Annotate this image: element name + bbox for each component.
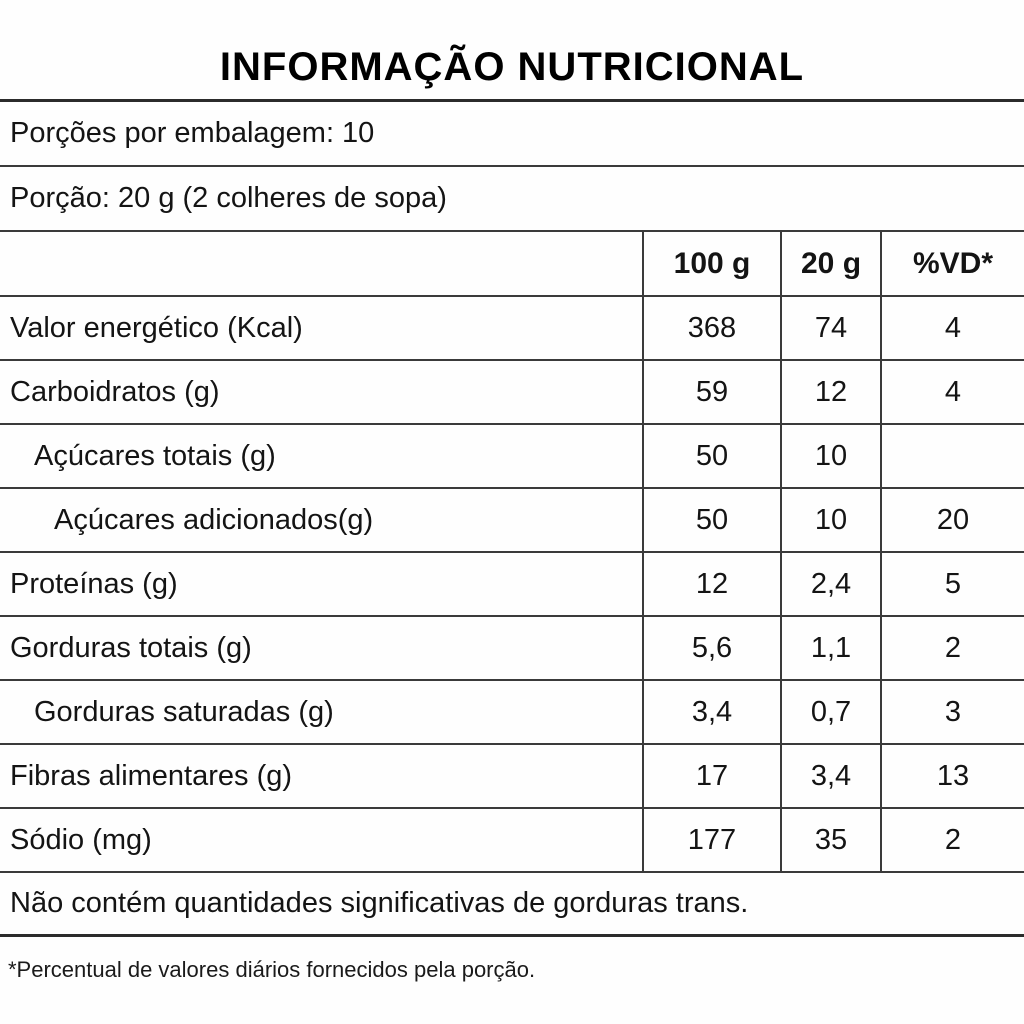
nutrient-label: Gorduras totais (g)	[10, 631, 252, 664]
serving-size: Porção: 20 g (2 colheres de sopa)	[0, 167, 1024, 232]
value-20g: 35	[780, 809, 880, 871]
value-vd: 2	[880, 617, 1024, 679]
value-100g: 50	[642, 425, 780, 487]
value-20g: 3,4	[780, 745, 880, 807]
value-20g: 0,7	[780, 681, 880, 743]
trans-fat-note: Não contém quantidades significativas de…	[0, 873, 1024, 937]
value-100g: 50	[642, 489, 780, 551]
nutrient-label: Açúcares adicionados(g)	[54, 503, 374, 536]
column-header-20g: 20 g	[780, 232, 880, 295]
servings-per-package: Porções por embalagem: 10	[0, 102, 1024, 167]
servings-per-package-text: Porções por embalagem: 10	[10, 117, 375, 149]
nutrition-title: INFORMAÇÃO NUTRICIONAL	[219, 45, 805, 89]
value-20g: 10	[780, 489, 880, 551]
value-vd: 13	[880, 745, 1024, 807]
nutrient-label: Açúcares totais (g)	[34, 439, 276, 472]
nutrient-row-sodium: Sódio (mg) 177 35 2	[0, 809, 1024, 873]
nutrient-row-added-sugars: Açúcares adicionados(g) 50 10 20	[0, 489, 1024, 553]
value-20g: 12	[780, 361, 880, 423]
daily-value-footnote-text: *Percentual de valores diários fornecido…	[8, 957, 536, 982]
column-header-empty	[0, 232, 642, 295]
nutrient-row-carbs: Carboidratos (g) 59 12 4	[0, 361, 1024, 425]
value-vd: 4	[880, 297, 1024, 359]
value-100g: 5,6	[642, 617, 780, 679]
nutrient-row-total-fat: Gorduras totais (g) 5,6 1,1 2	[0, 617, 1024, 681]
nutrient-label: Sódio (mg)	[10, 823, 152, 856]
nutrient-label: Fibras alimentares (g)	[10, 759, 293, 792]
nutrient-row-saturated-fat: Gorduras saturadas (g) 3,4 0,7 3	[0, 681, 1024, 745]
value-20g: 10	[780, 425, 880, 487]
nutrient-label: Valor energético (Kcal)	[10, 311, 303, 344]
title-section: INFORMAÇÃO NUTRICIONAL	[0, 0, 1024, 102]
column-header-vd: %VD*	[880, 232, 1024, 295]
value-100g: 3,4	[642, 681, 780, 743]
value-100g: 12	[642, 553, 780, 615]
value-vd: 20	[880, 489, 1024, 551]
table-header-row: 100 g 20 g %VD*	[0, 232, 1024, 297]
value-100g: 368	[642, 297, 780, 359]
nutrient-label: Proteínas (g)	[10, 567, 178, 600]
nutrient-row-energy: Valor energético (Kcal) 368 74 4	[0, 297, 1024, 361]
value-vd: 4	[880, 361, 1024, 423]
nutrient-label: Gorduras saturadas (g)	[34, 695, 334, 728]
serving-size-text: Porção: 20 g (2 colheres de sopa)	[10, 182, 447, 214]
nutrient-row-fiber: Fibras alimentares (g) 17 3,4 13	[0, 745, 1024, 809]
value-vd: 5	[880, 553, 1024, 615]
nutrient-row-total-sugars: Açúcares totais (g) 50 10	[0, 425, 1024, 489]
value-100g: 17	[642, 745, 780, 807]
value-100g: 177	[642, 809, 780, 871]
value-vd	[880, 425, 1024, 487]
column-header-100g: 100 g	[642, 232, 780, 295]
value-20g: 74	[780, 297, 880, 359]
nutrient-row-protein: Proteínas (g) 12 2,4 5	[0, 553, 1024, 617]
daily-value-footnote: *Percentual de valores diários fornecido…	[0, 937, 1024, 983]
value-vd: 3	[880, 681, 1024, 743]
nutrient-label: Carboidratos (g)	[10, 375, 220, 408]
value-100g: 59	[642, 361, 780, 423]
value-20g: 2,4	[780, 553, 880, 615]
trans-fat-note-text: Não contém quantidades significativas de…	[10, 887, 749, 919]
value-20g: 1,1	[780, 617, 880, 679]
value-vd: 2	[880, 809, 1024, 871]
